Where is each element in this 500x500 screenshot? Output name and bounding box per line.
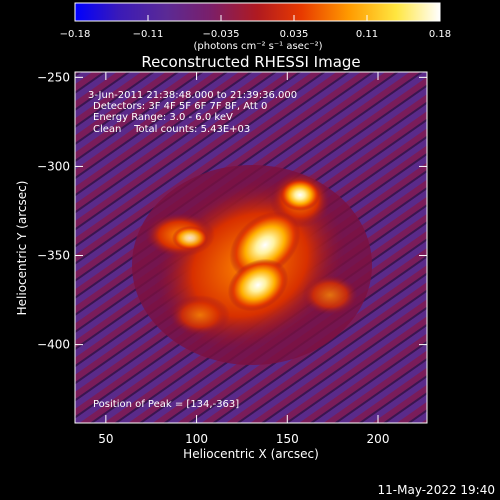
x-axis-label: Heliocentric X (arcsec) [183, 447, 319, 461]
colorbar-units: (photons cm⁻² s⁻¹ asec⁻²) [193, 41, 322, 52]
colorbar-tick-label: −0.035 [202, 29, 239, 40]
solar-image [75, 72, 427, 423]
y-tick-label: −350 [37, 249, 70, 263]
colorbar-tick-label: −0.18 [60, 29, 91, 40]
info-clean: Clean Total counts: 5.43E+03 [93, 124, 250, 135]
plot-frame [74, 71, 428, 424]
info-detectors: Detectors: 3F 4F 5F 6F 7F 8F, Att 0 [93, 101, 267, 112]
info-time-range: 3-Jun-2011 21:38:48.000 to 21:39:36.000 [88, 90, 297, 101]
colorbar [75, 3, 440, 21]
y-tick-label: −250 [37, 70, 70, 84]
x-tick-label: 200 [367, 432, 390, 446]
x-tick-label: 100 [185, 432, 208, 446]
colorbar-tick-label: 0.035 [280, 29, 309, 40]
colorbar-tick-label: −0.11 [133, 29, 164, 40]
y-tick-label: −400 [37, 338, 70, 352]
plot-title: Reconstructed RHESSI Image [141, 53, 360, 71]
y-tick-label: −300 [37, 159, 70, 173]
info-peak-position: Position of Peak = [134,-363] [93, 399, 239, 410]
colorbar-tick-label: 0.18 [429, 29, 451, 40]
y-axis-label: Heliocentric Y (arcsec) [15, 181, 29, 316]
info-energy: Energy Range: 3.0 - 6.0 keV [93, 112, 233, 123]
colorbar-tick-label: 0.11 [356, 29, 378, 40]
x-tick-label: 150 [276, 432, 299, 446]
x-tick-label: 50 [98, 432, 113, 446]
footer-timestamp: 11-May-2022 19:40 [378, 483, 495, 497]
